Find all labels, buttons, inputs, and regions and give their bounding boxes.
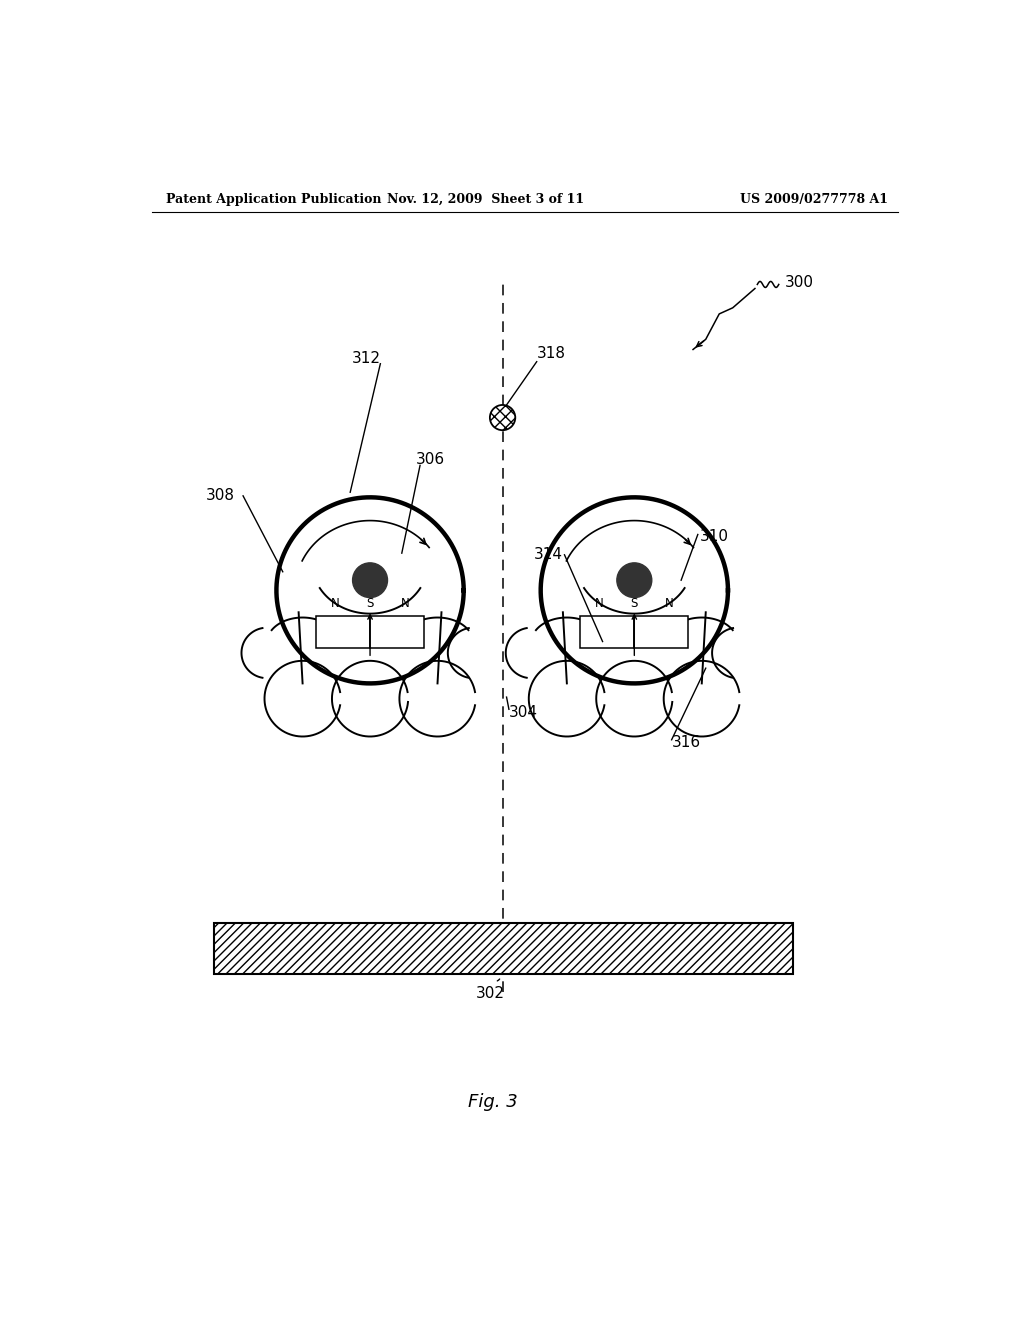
Ellipse shape	[352, 562, 387, 598]
Bar	[316, 615, 370, 648]
Text: Patent Application Publication: Patent Application Publication	[166, 193, 382, 206]
Bar	[316, 615, 424, 648]
Text: 306: 306	[416, 451, 445, 467]
Bar	[634, 615, 688, 648]
Text: US 2009/0277778 A1: US 2009/0277778 A1	[740, 193, 888, 206]
Text: S: S	[367, 597, 374, 610]
Text: N: N	[595, 597, 603, 610]
Text: N: N	[665, 597, 674, 610]
Bar	[581, 615, 634, 648]
Text: N: N	[400, 597, 410, 610]
Text: Fig. 3: Fig. 3	[468, 1093, 518, 1110]
Text: 318: 318	[537, 346, 565, 362]
Text: 312: 312	[351, 351, 380, 366]
Text: N: N	[331, 597, 339, 610]
Text: 308: 308	[206, 488, 234, 503]
Text: 310: 310	[699, 529, 728, 544]
Text: 316: 316	[672, 735, 700, 750]
Ellipse shape	[616, 562, 652, 598]
Text: S: S	[631, 597, 638, 610]
Text: Nov. 12, 2009  Sheet 3 of 11: Nov. 12, 2009 Sheet 3 of 11	[386, 193, 584, 206]
Bar	[581, 615, 688, 648]
Bar	[214, 923, 793, 974]
Text: 302: 302	[475, 986, 505, 1002]
Ellipse shape	[489, 405, 515, 430]
Text: 300: 300	[785, 275, 814, 290]
Bar	[370, 615, 424, 648]
Text: 304: 304	[509, 705, 538, 719]
Text: 314: 314	[534, 548, 563, 562]
